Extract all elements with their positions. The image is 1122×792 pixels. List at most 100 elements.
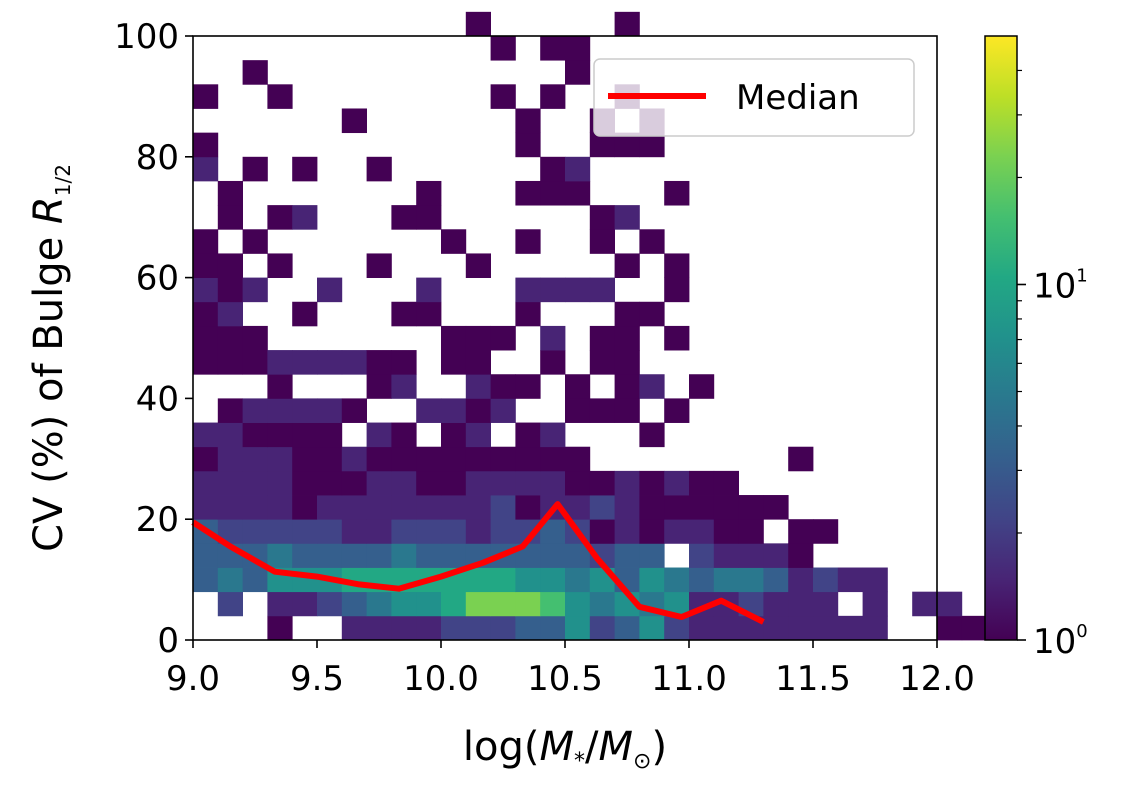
heatmap-cell [441,229,467,254]
heatmap-cell [391,301,417,327]
heatmap-cell [465,325,491,351]
heatmap-cell [317,398,343,423]
heatmap-cell [813,567,839,593]
heatmap-cell [193,495,219,520]
heatmap-cell [242,325,268,351]
heatmap-cell [713,495,739,520]
heatmap-cell [341,398,367,423]
heatmap-cell [217,470,243,496]
heatmap-cell [416,519,442,544]
heatmap-cell [664,615,690,641]
heatmap-cell [540,591,566,617]
heatmap-cell [689,615,715,641]
heatmap-cell [217,567,243,593]
heatmap-cell [837,615,863,641]
heatmap-cell [515,277,541,303]
heatmap-cell [441,591,467,617]
heatmap-cell [862,591,888,617]
heatmap-cell [193,567,219,593]
heatmap-cell [317,422,343,448]
heatmap-cell [515,567,541,593]
heatmap-cell [267,470,293,496]
heatmap-cell [366,374,392,399]
colorbar-ticks: 100 101 [1017,69,1088,662]
heatmap-cell [515,615,541,641]
heatmap-cell [242,470,268,496]
heatmap-cell [317,350,343,375]
heatmap-cell [540,180,566,206]
heatmap-cell [193,84,219,109]
heatmap-cell [639,615,665,641]
heatmap-cell [465,253,491,278]
y-tick-label: 60 [136,259,179,299]
heatmap-cell [961,615,987,641]
heatmap-cell [614,301,640,327]
heatmap-cell [589,495,615,520]
heatmap-cell [689,519,715,544]
heatmap-cell [589,325,615,351]
heatmap-cell [515,229,541,254]
heatmap-cell [565,470,591,496]
heatmap-cell [565,277,591,303]
heatmap-cell [317,543,343,568]
heatmap-cell [416,180,442,206]
heatmap-cell [490,567,516,593]
heatmap-cell [217,205,243,230]
heatmap-cell [317,470,343,496]
heatmap-cell [317,591,343,617]
heatmap-cell [565,398,591,423]
heatmap-cell [540,156,566,182]
heatmap-cell [540,543,566,568]
heatmap-cell [515,422,541,448]
heatmap-cell [217,591,243,617]
heatmap-cell [366,156,392,182]
heatmap-cell [788,591,814,617]
legend-box [593,58,915,137]
heatmap-cell [589,350,615,375]
median-series [191,501,765,625]
heatmap-cell [391,615,417,641]
heatmap-cell [366,591,392,617]
heatmap-cell [441,398,467,423]
y-axis-label: CV (%) of Bulge R1/2 [26,164,75,552]
heatmap-cell [317,277,343,303]
colorbar: 100 101 [984,35,1088,662]
heatmap-cell [267,398,293,423]
heatmap-cell [267,615,293,641]
heatmap-cell [416,301,442,327]
heatmap-cell [416,495,442,520]
heatmap-cell [217,325,243,351]
heatmap-cell [193,543,219,568]
heatmap-cell [465,398,491,423]
heatmap-cell [366,350,392,375]
heatmap-cell [639,543,665,568]
heatmap-cell [937,591,963,617]
heatmap-cell [565,180,591,206]
heatmap-cell [589,519,615,544]
heatmap-cell [465,519,491,544]
heatmap-cell [292,301,318,327]
legend-label: Median [736,78,860,118]
heatmap-cell [540,470,566,496]
heatmap-cell [193,446,219,472]
heatmap-cell [689,495,715,520]
heatmap-cell [614,519,640,544]
heatmap-cell [391,350,417,375]
heatmap-cell [267,446,293,472]
heatmap-cell [366,253,392,278]
heatmap-cell [689,374,715,399]
heatmap-cell [664,567,690,593]
heatmap-cell [341,350,367,375]
heatmap-cell [242,60,268,85]
heatmap-cell [217,446,243,472]
heatmap-cell [565,60,591,85]
heatmap-cell [614,350,640,375]
heatmap-cell [565,615,591,641]
heatmap-cell [639,470,665,496]
x-axis-label-part-open: log( [463,724,540,770]
heatmap-cell [193,470,219,496]
heatmap-cell [738,519,764,544]
heatmap-cell [465,446,491,472]
heatmap-cell [614,543,640,568]
heatmap-cell [217,301,243,327]
